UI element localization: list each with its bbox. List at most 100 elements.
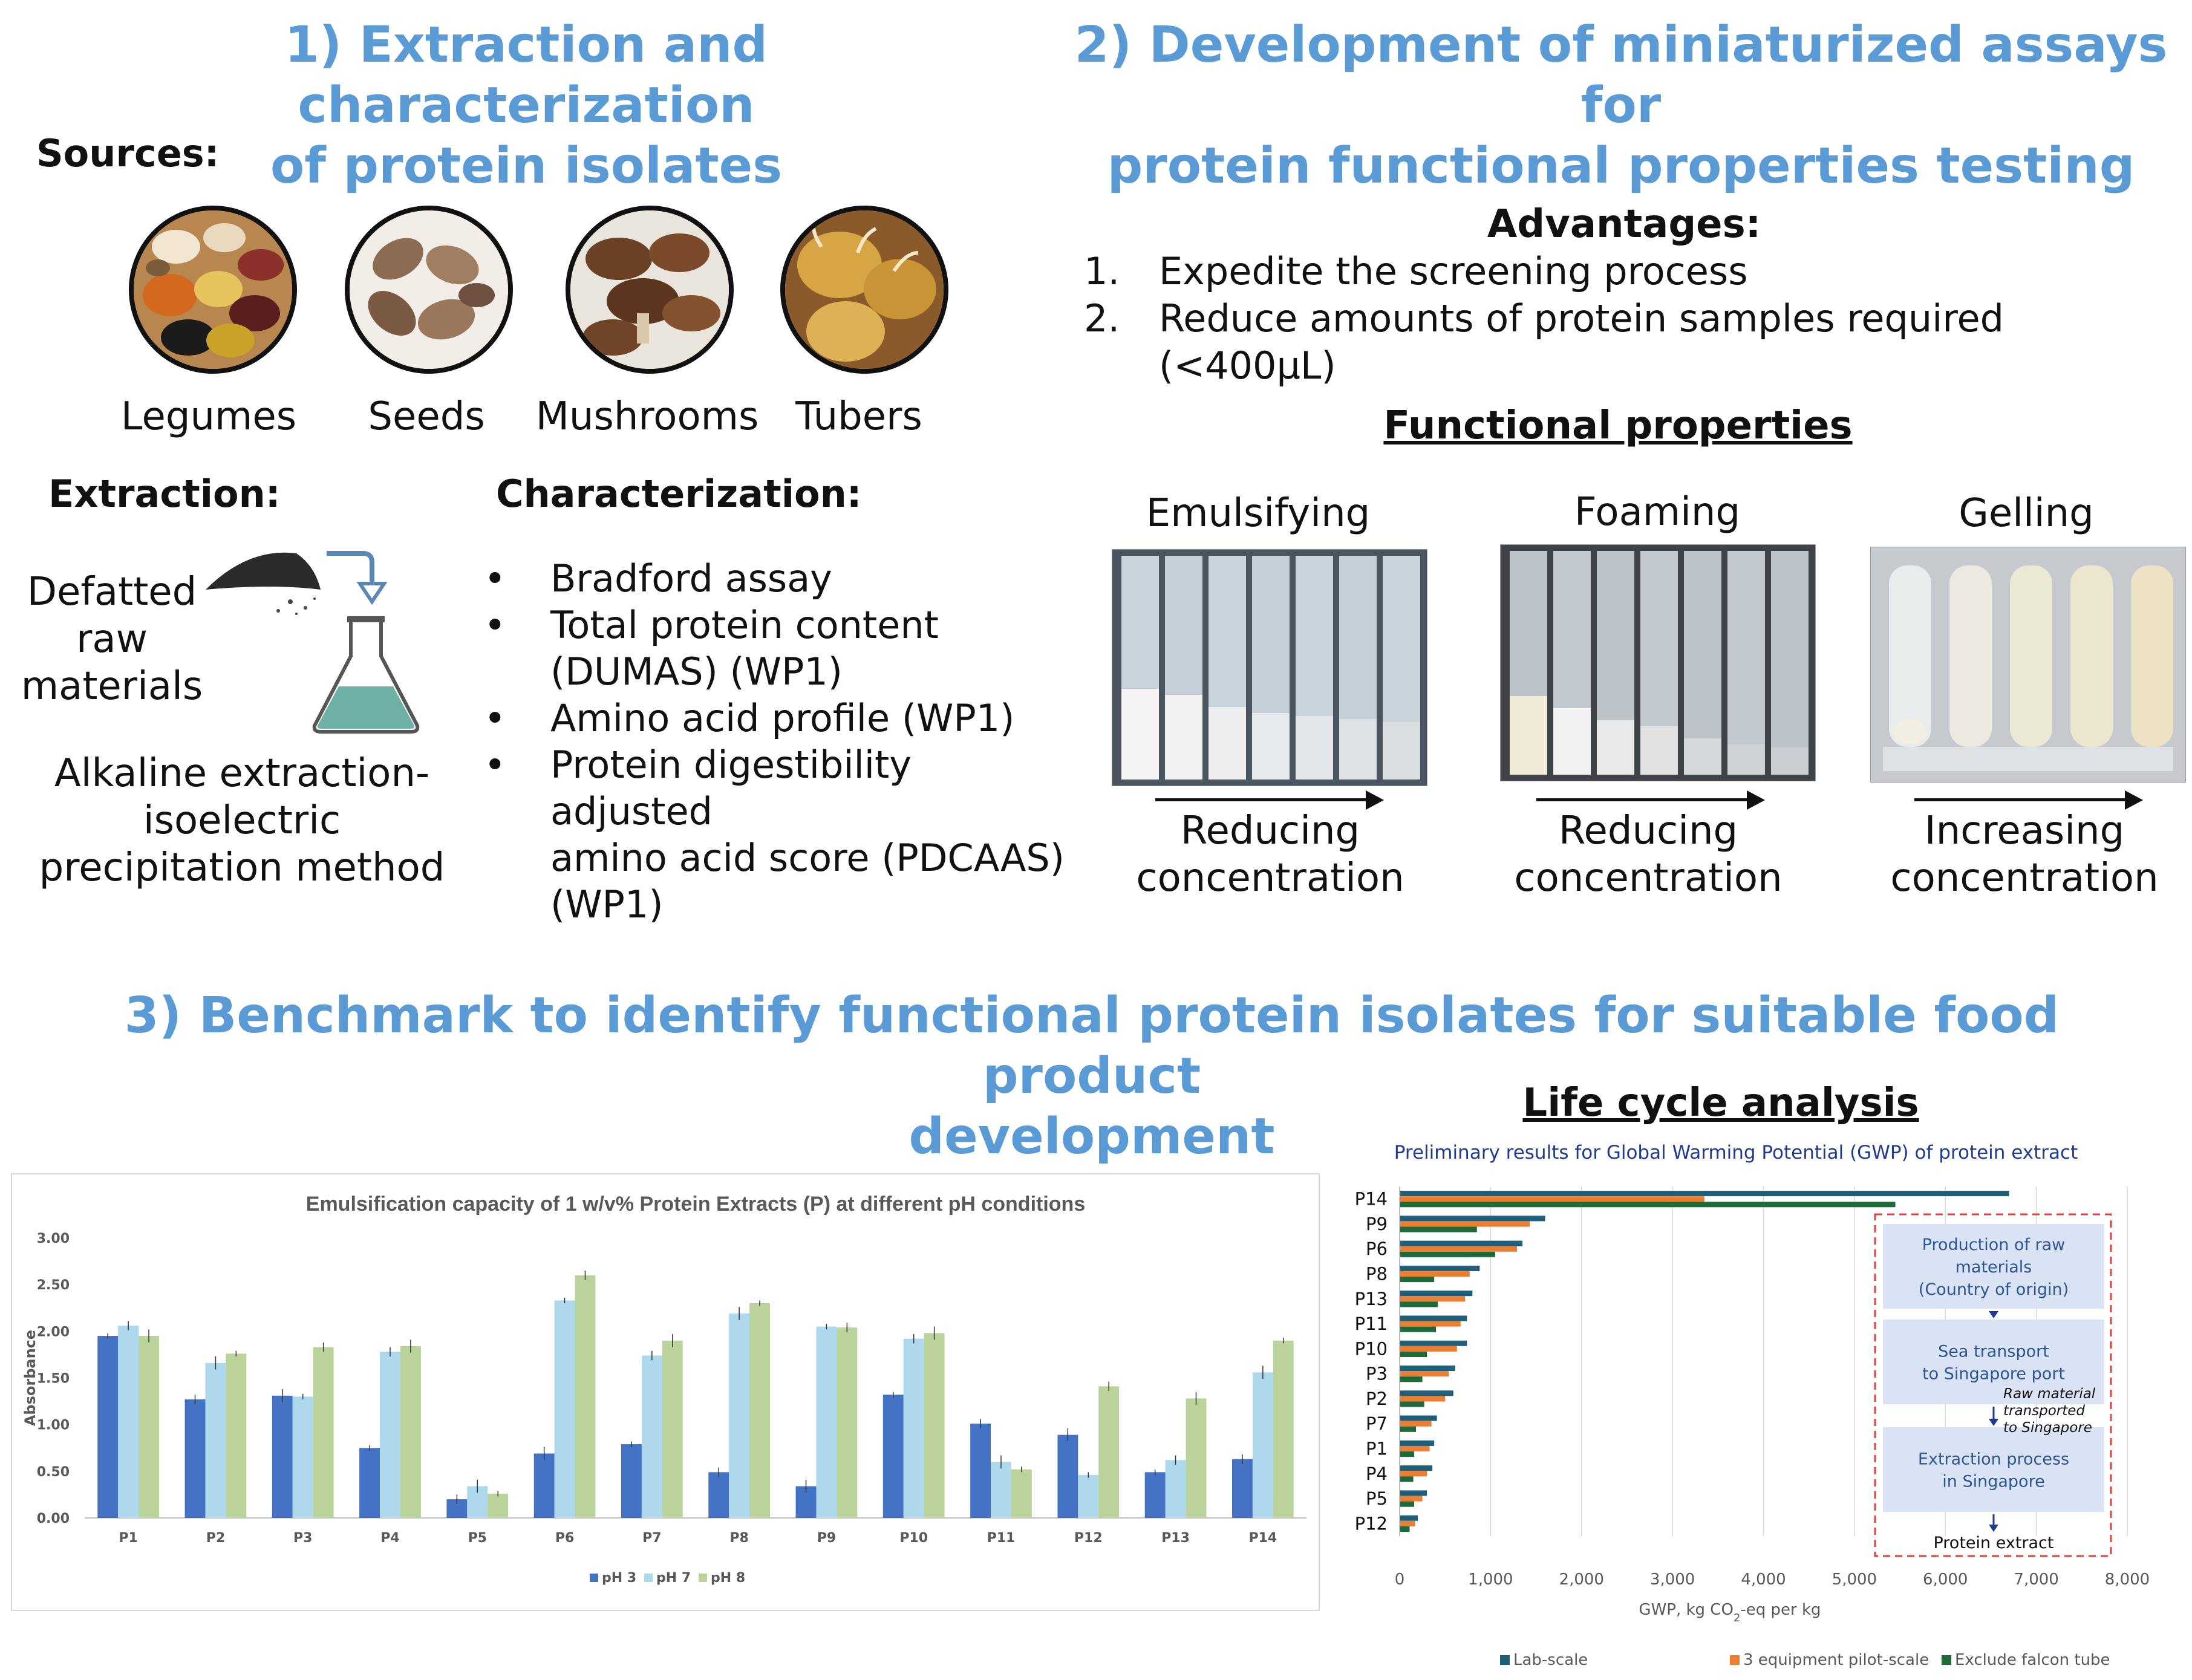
bar-P4-ph3 — [359, 1448, 380, 1518]
inset-step-text: in Singapore — [1942, 1473, 2044, 1491]
bar-P8-series1 — [1400, 1265, 1480, 1271]
emulsification-chart-svg: Emulsification capacity of 1 w/v% Protei… — [22, 1193, 1306, 1586]
arrow-head-icon — [1747, 790, 1765, 810]
y-tick-label: 3.00 — [37, 1231, 70, 1246]
caption-foaming: Reducing concentration — [1514, 809, 1783, 900]
bar-P6-ph7 — [554, 1300, 575, 1518]
bar-P6-ph3 — [533, 1453, 555, 1518]
bar-P12-ph3 — [1057, 1434, 1078, 1518]
source-label-legumes: Legumes — [120, 394, 297, 439]
bar-P3-series1 — [1400, 1366, 1455, 1372]
inset-note-text: to Singapore — [2003, 1420, 2092, 1436]
bar-P13-series1 — [1400, 1291, 1473, 1297]
powder-icon — [206, 552, 321, 615]
bar-P7-ph3 — [621, 1444, 642, 1518]
x-tick-label: P11 — [987, 1531, 1016, 1546]
y-tick-label: P5 — [1366, 1488, 1388, 1509]
y-tick-label: P4 — [1366, 1463, 1388, 1484]
bar-P11-ph7 — [991, 1462, 1011, 1518]
inset-note-text: Raw material — [2003, 1386, 2096, 1402]
y-tick-label: P2 — [1366, 1389, 1388, 1409]
bar-P12-ph8 — [1098, 1386, 1120, 1518]
bar-P12-series3 — [1400, 1526, 1410, 1532]
tubers-photo — [780, 206, 948, 374]
gelling-tubes-photo — [1870, 547, 2186, 783]
y-tick-label: 2.00 — [37, 1324, 70, 1340]
bar-P1-ph3 — [97, 1336, 119, 1518]
bar-P3-ph8 — [313, 1347, 334, 1518]
bar-P6-series2 — [1400, 1246, 1517, 1252]
y-tick-label: P11 — [1355, 1314, 1388, 1334]
bar-P11-series1 — [1400, 1315, 1467, 1321]
x-tick-label: P10 — [899, 1531, 928, 1546]
y-tick-label: 0.50 — [37, 1465, 70, 1480]
x-tick-label: 1,000 — [1468, 1571, 1513, 1589]
legend-entry: pH 7 — [656, 1571, 691, 1586]
legend-entry: Lab-scale — [1513, 1651, 1588, 1669]
bar-P5-series1 — [1400, 1490, 1427, 1496]
bar-P9-series3 — [1400, 1226, 1477, 1232]
foaming-tubes-photo — [1500, 544, 1816, 781]
inset-step-text: Extraction process — [1918, 1450, 2069, 1469]
bar-P10-series2 — [1400, 1346, 1457, 1352]
bar-P14-series3 — [1400, 1202, 1896, 1208]
x-tick-label: 5,000 — [1832, 1571, 1877, 1589]
x-tick-label: P3 — [293, 1531, 312, 1546]
y-tick-label: P12 — [1355, 1513, 1388, 1534]
bar-P3-series3 — [1400, 1376, 1423, 1382]
inset-step-text: (Country of origin) — [1919, 1280, 2069, 1299]
lca-label: Life cycle analysis — [1522, 1081, 1919, 1125]
extraction-label: Extraction: — [48, 472, 281, 516]
source-label-mushrooms: Mushrooms — [535, 394, 759, 439]
bar-P3-ph3 — [272, 1395, 293, 1518]
list-item: • Total protein content (DUMAS) (WP1) — [484, 603, 939, 694]
bar-P9-ph7 — [816, 1326, 837, 1518]
bar-P1-series1 — [1400, 1440, 1435, 1446]
x-tick-label: 8,000 — [2105, 1571, 2150, 1589]
lca-chart: Preliminary results for Global Warming P… — [1355, 1142, 2150, 1669]
bar-P9-series1 — [1400, 1216, 1545, 1222]
caption-emulsifying: Reducing concentration — [1136, 809, 1404, 900]
bar-P8-series3 — [1400, 1277, 1435, 1283]
inset-arrow-head-icon — [1989, 1311, 1998, 1318]
x-tick-label: P4 — [380, 1531, 399, 1546]
y-tick-label: P14 — [1355, 1189, 1388, 1210]
y-tick-label: P8 — [1366, 1264, 1388, 1284]
y-tick-label: 2.50 — [37, 1278, 70, 1293]
section2-title: 2) Development of miniaturized assays fo… — [1074, 16, 2168, 195]
legend-swatch — [644, 1574, 653, 1582]
x-tick-label: 4,000 — [1741, 1571, 1786, 1589]
advantages-label: Advantages: — [1487, 202, 1761, 247]
x-tick-label: P1 — [119, 1531, 137, 1546]
y-tick-label: P13 — [1355, 1289, 1388, 1309]
bar-P1-series2 — [1400, 1445, 1430, 1452]
inset-step-text: Sea transport — [1938, 1343, 2049, 1361]
bar-P5-ph8 — [488, 1493, 509, 1518]
bar-P2-ph3 — [184, 1399, 206, 1518]
sources-label: Sources: — [36, 131, 220, 175]
bar-P11-ph3 — [970, 1424, 991, 1518]
source-label-tubers: Tubers — [795, 394, 922, 439]
bar-P13-ph7 — [1165, 1460, 1186, 1518]
x-tick-label: P9 — [817, 1531, 836, 1546]
section1-title: 1) Extraction and characterization of pr… — [270, 16, 783, 195]
characterization-list: • Bradford assay • Total protein content (D… — [484, 555, 1077, 928]
bar-P14-ph7 — [1252, 1372, 1273, 1518]
bar-P8-ph3 — [708, 1472, 729, 1518]
y-tick-label: P9 — [1366, 1214, 1388, 1234]
functional-properties-label: Functional properties — [1383, 403, 1853, 448]
x-tick-label: 7,000 — [2014, 1571, 2058, 1589]
inset-step-box — [1883, 1320, 2104, 1404]
bar-P13-series3 — [1400, 1301, 1438, 1307]
source-label-seeds: Seeds — [368, 394, 485, 439]
inset-final-text: Protein extract — [1933, 1534, 2053, 1552]
inset-step-box — [1883, 1427, 2104, 1512]
advantages-list: 1. Expedite the screening process 2. Reduc… — [1084, 248, 2173, 389]
legend-swatch — [1730, 1655, 1740, 1665]
bar-P14-ph3 — [1231, 1459, 1253, 1518]
bar-P12-ph7 — [1078, 1475, 1099, 1518]
bar-P10-ph3 — [882, 1395, 904, 1518]
bar-P2-ph7 — [205, 1363, 226, 1518]
bar-P3-series2 — [1400, 1371, 1449, 1377]
bar-P10-ph8 — [924, 1333, 945, 1518]
